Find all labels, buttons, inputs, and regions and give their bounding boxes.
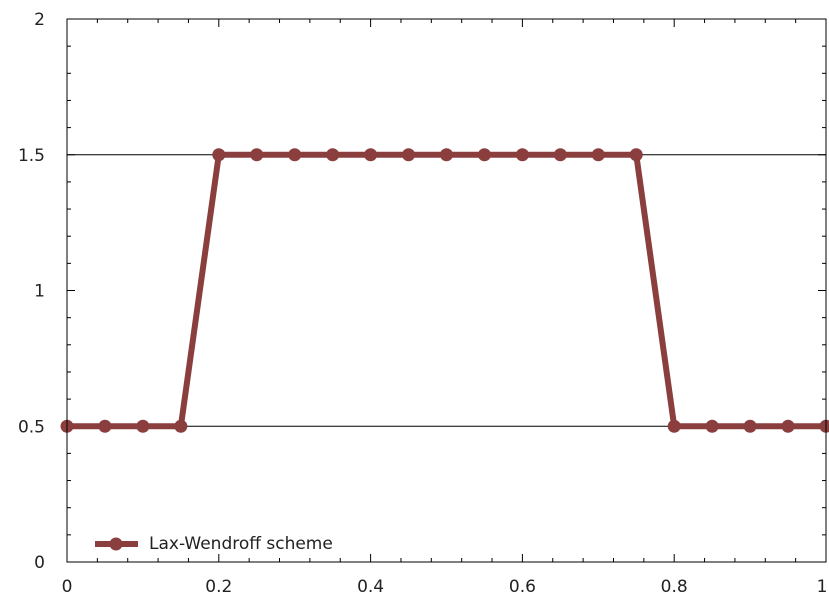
data-point [667,419,681,433]
reference-lines [67,154,826,427]
data-point [136,419,150,433]
data-point [819,419,829,433]
data-point [364,148,378,162]
minor-ticks [67,19,826,562]
data-point [288,148,302,162]
legend: Lax-Wendroff scheme [95,534,333,554]
plot-frame [66,18,827,563]
data-point [515,148,529,162]
series-layer [60,148,829,433]
x-tick-label: 0.6 [509,577,536,597]
y-tick-label: 0 [34,553,45,573]
data-point [477,148,491,162]
y-tick-label: 1 [34,282,45,302]
data-point [326,148,340,162]
x-tick-label: 1 [817,577,828,597]
data-point [629,148,643,162]
x-tick-label: 0.2 [205,577,232,597]
data-point [402,148,416,162]
y-tick-label: 2 [34,10,45,30]
data-point [553,148,567,162]
major-ticks [66,18,827,563]
x-tick-label: 0.8 [661,577,688,597]
x-tick-label: 0.4 [357,577,384,597]
data-point [212,148,226,162]
data-point [591,148,605,162]
data-point [174,419,188,433]
x-axis-tick-labels: 0 0.2 0.4 0.6 0.8 1 [62,577,828,597]
data-point [250,148,264,162]
data-point [705,419,719,433]
legend-marker [109,537,123,551]
x-tick-label: 0 [62,577,73,597]
y-tick-label: 0.5 [18,417,45,437]
legend-label: Lax-Wendroff scheme [149,534,333,554]
y-tick-label: 1.5 [18,146,45,166]
series-line [67,151,826,430]
data-point [440,148,453,162]
data-point [98,419,112,433]
data-point [781,419,795,433]
data-point [743,419,757,433]
y-axis-tick-labels: 0 0.5 1 1.5 2 [18,10,45,573]
